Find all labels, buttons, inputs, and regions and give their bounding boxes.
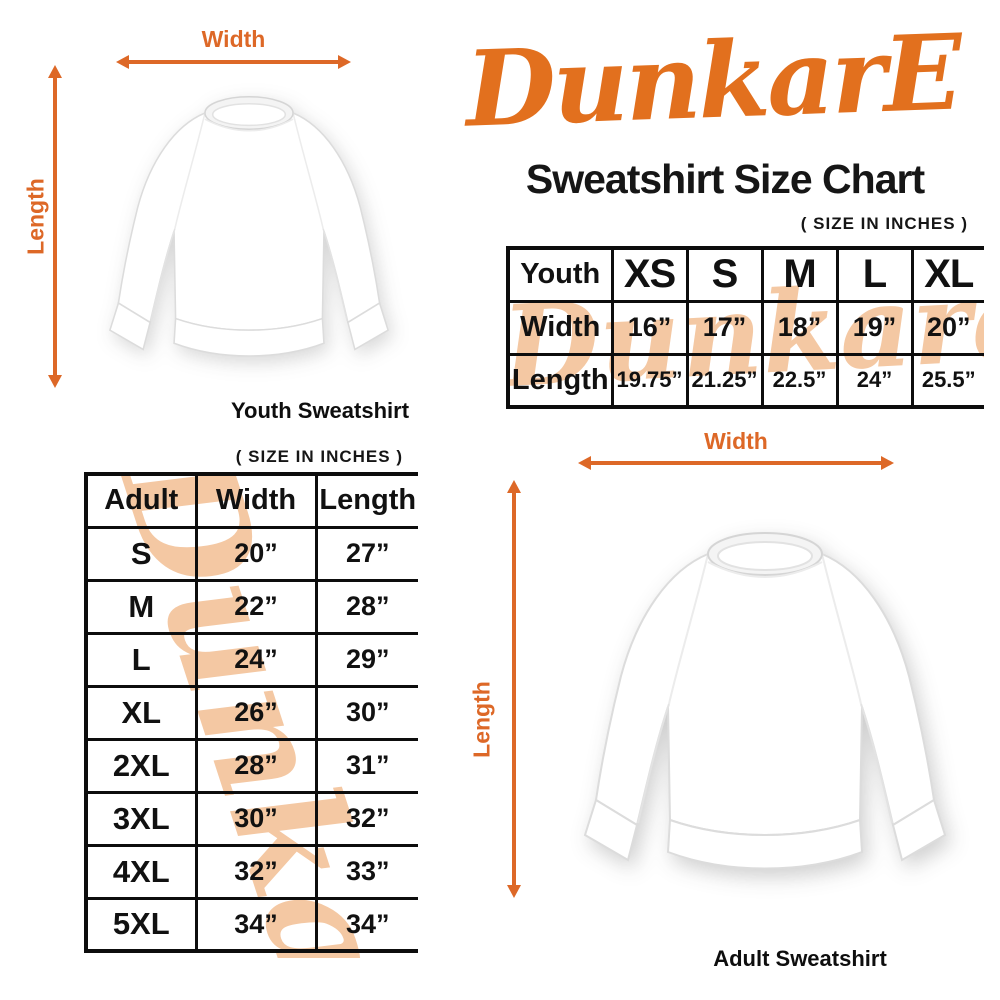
table-header-cell: S bbox=[685, 246, 764, 303]
table-cell: 33” bbox=[314, 843, 418, 900]
table-cell: 32” bbox=[314, 790, 418, 847]
table-cell: L bbox=[84, 631, 198, 688]
table-cell: 16” bbox=[610, 299, 689, 356]
table-cell: 17” bbox=[685, 299, 764, 356]
adult-size-table-container: Dunkare Adult Width Length S 20” 27” M 2… bbox=[84, 472, 418, 958]
table-header-cell: L bbox=[835, 246, 914, 303]
youth-table-header-row: Youth XS S M L XL bbox=[506, 246, 984, 303]
table-cell: 20” bbox=[194, 525, 318, 582]
table-cell: 30” bbox=[194, 790, 318, 847]
table-cell: Length bbox=[506, 352, 614, 409]
table-cell: 4XL bbox=[84, 843, 198, 900]
table-cell: 19.75” bbox=[610, 352, 689, 409]
adult-length-arrow-icon bbox=[507, 480, 521, 898]
table-cell: 19” bbox=[835, 299, 914, 356]
table-cell: Width bbox=[506, 299, 614, 356]
table-cell: 3XL bbox=[84, 790, 198, 847]
table-cell: XL bbox=[84, 684, 198, 741]
table-cell: 18” bbox=[760, 299, 839, 356]
table-cell: S bbox=[84, 525, 198, 582]
table-header-cell: M bbox=[760, 246, 839, 303]
youth-width-label: Width bbox=[201, 26, 266, 52]
table-header-cell: XS bbox=[610, 246, 689, 303]
table-cell: 2XL bbox=[84, 737, 198, 794]
table-cell: 30” bbox=[314, 684, 418, 741]
table-cell: 5XL bbox=[84, 896, 198, 953]
youth-sweatshirt-image bbox=[109, 96, 389, 357]
table-row: M 22” 28” bbox=[84, 578, 418, 635]
table-cell: 29” bbox=[314, 631, 418, 688]
youth-size-table-container: Dunkare Youth XS S M L XL Width 16” 17” … bbox=[506, 246, 984, 412]
youth-width-arrow-icon bbox=[116, 55, 351, 69]
adult-length-label: Length bbox=[468, 681, 495, 758]
table-cell: 22.5” bbox=[760, 352, 839, 409]
size-units-note-top: ( SIZE IN INCHES ) bbox=[800, 214, 968, 233]
youth-length-arrow-icon bbox=[48, 65, 62, 388]
youth-length-row: Length 19.75” 21.25” 22.5” 24” 25.5” bbox=[506, 352, 984, 409]
page-title: Sweatshirt Size Chart bbox=[525, 156, 925, 202]
table-cell: 27” bbox=[314, 525, 418, 582]
table-cell: 22” bbox=[194, 578, 318, 635]
table-row: 5XL 34” 34” bbox=[84, 896, 418, 953]
table-row: 4XL 32” 33” bbox=[84, 843, 418, 900]
table-cell: 25.5” bbox=[910, 352, 984, 409]
table-cell: M bbox=[84, 578, 198, 635]
table-cell: 24” bbox=[194, 631, 318, 688]
table-row: S 20” 27” bbox=[84, 525, 418, 582]
table-row: L 24” 29” bbox=[84, 631, 418, 688]
brand-logo: DunkarE bbox=[463, 10, 962, 151]
size-units-note-adult: ( SIZE IN INCHES ) bbox=[235, 447, 403, 466]
table-header-cell: Length bbox=[314, 472, 418, 529]
adult-sweatshirt-image bbox=[584, 532, 946, 870]
table-cell: 20” bbox=[910, 299, 984, 356]
table-cell: 28” bbox=[194, 737, 318, 794]
table-cell: 26” bbox=[194, 684, 318, 741]
table-row: XL 26” 30” bbox=[84, 684, 418, 741]
adult-table-header-row: Adult Width Length bbox=[84, 472, 418, 529]
table-cell: 34” bbox=[194, 896, 318, 953]
table-cell: 31” bbox=[314, 737, 418, 794]
adult-width-arrow-icon bbox=[578, 456, 894, 470]
table-cell: 21.25” bbox=[685, 352, 764, 409]
adult-width-label: Width bbox=[704, 428, 768, 454]
adult-size-table: Adult Width Length S 20” 27” M 22” 28” L… bbox=[84, 472, 418, 953]
adult-figure-caption: Adult Sweatshirt bbox=[713, 946, 887, 971]
youth-size-table: Youth XS S M L XL Width 16” 17” 18” 19” … bbox=[506, 246, 984, 409]
table-header-cell: Youth bbox=[506, 246, 614, 303]
table-row: 2XL 28” 31” bbox=[84, 737, 418, 794]
table-cell: 28” bbox=[314, 578, 418, 635]
table-header-cell: Adult bbox=[84, 472, 198, 529]
table-header-cell: XL bbox=[910, 246, 984, 303]
youth-length-label: Length bbox=[22, 178, 49, 255]
table-cell: 32” bbox=[194, 843, 318, 900]
table-row: 3XL 30” 32” bbox=[84, 790, 418, 847]
youth-figure-caption: Youth Sweatshirt bbox=[230, 398, 410, 423]
table-cell: 34” bbox=[314, 896, 418, 953]
table-cell: 24” bbox=[835, 352, 914, 409]
table-header-cell: Width bbox=[194, 472, 318, 529]
youth-width-row: Width 16” 17” 18” 19” 20” bbox=[506, 299, 984, 356]
